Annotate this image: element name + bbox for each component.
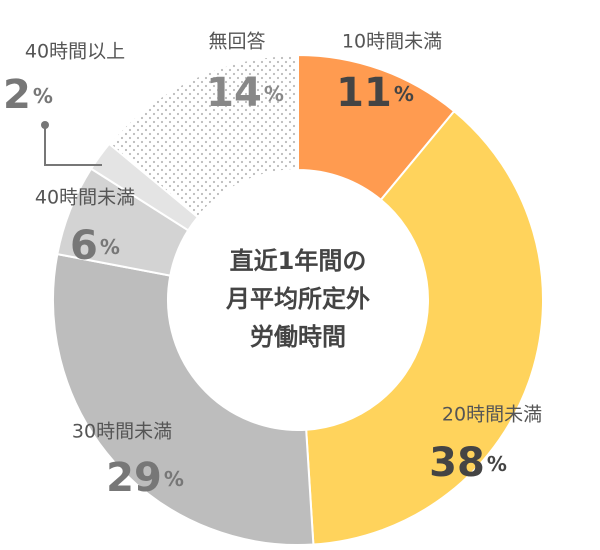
center-label: 月平均所定外 (225, 285, 370, 313)
value-number: 29 (106, 455, 162, 501)
value-label: 14% (206, 70, 284, 116)
value-number: 6 (70, 223, 98, 269)
value-number: 14 (206, 70, 262, 116)
value-label: 2% (3, 72, 53, 118)
category-label: 10時間未満 (342, 31, 442, 53)
category-label: 無回答 (208, 31, 265, 53)
value-label: 6% (70, 223, 120, 269)
slice (107, 53, 299, 219)
category-label: 30時間未満 (72, 421, 172, 443)
value-label: 29% (106, 455, 184, 501)
leader-line (44, 127, 102, 166)
value-label: 38% (429, 440, 507, 486)
value-unit: % (164, 467, 184, 491)
value-number: 2 (3, 72, 31, 118)
value-unit: % (100, 235, 120, 259)
value-label: 11% (336, 70, 414, 116)
leader-dot (41, 121, 49, 129)
value-unit: % (33, 84, 53, 108)
category-label: 40時間未満 (35, 187, 135, 209)
slice (305, 109, 544, 546)
center-label: 労働時間 (250, 323, 346, 351)
category-label: 20時間未満 (442, 404, 542, 426)
value-unit: % (394, 82, 414, 106)
category-label: 40時間以上 (25, 41, 125, 63)
donut-hole (168, 170, 428, 430)
value-number: 38 (429, 440, 485, 486)
value-unit: % (487, 452, 507, 476)
value-number: 11 (336, 70, 392, 116)
value-unit: % (264, 82, 284, 106)
center-label: 直近1年間の (230, 247, 367, 275)
